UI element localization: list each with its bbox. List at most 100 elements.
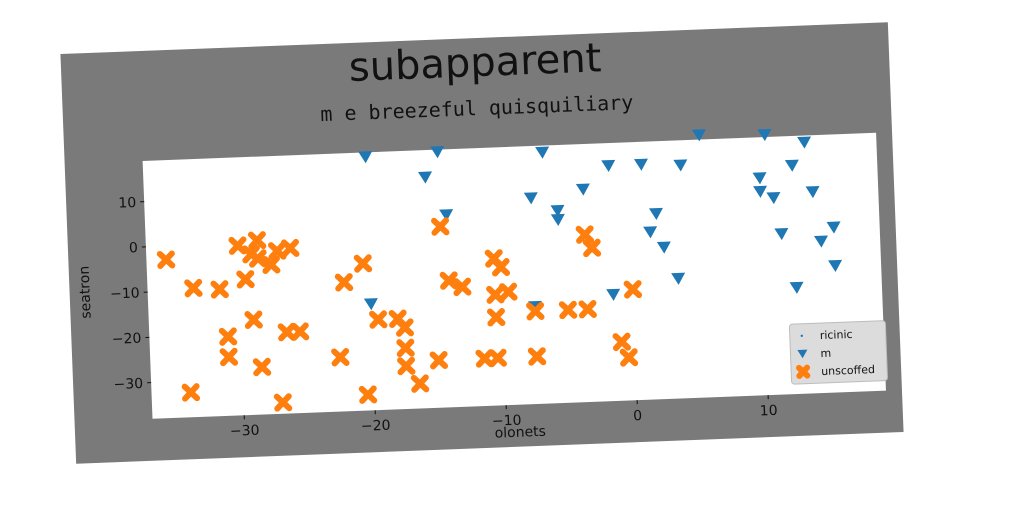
triangle-marker (430, 146, 445, 159)
x-marker (247, 231, 267, 250)
y-tick-label: 0 (129, 240, 139, 256)
triangle-marker (550, 213, 565, 227)
x-marker (273, 393, 293, 412)
x-marker (429, 350, 449, 370)
triangle-marker (784, 159, 799, 172)
triangle-marker (633, 158, 648, 171)
x-marker (396, 338, 415, 358)
triangle-marker (774, 227, 789, 241)
x-tick-label: −20 (361, 418, 391, 435)
axis-ticks: −30 −20 −10 0 10 −30 −20 −10 0 10 (110, 195, 778, 440)
legend-entry-label: unscoffed (821, 363, 875, 378)
triangle-marker (535, 146, 550, 159)
triangle-marker (550, 204, 565, 217)
x-axis-label: olonets (494, 424, 546, 442)
triangle-marker (752, 172, 767, 185)
x-marker (277, 322, 297, 342)
x-marker (397, 356, 416, 376)
x-marker (210, 280, 229, 299)
triangle-marker (797, 349, 808, 359)
plot-area (142, 132, 886, 419)
triangle-marker (606, 288, 621, 301)
scatter-plot: −30 −20 −10 0 10 −30 −20 −10 0 10 olonets seatron… (77, 128, 888, 442)
triangle-marker (671, 272, 686, 285)
x-tick-label: 0 (633, 408, 643, 424)
x-tick-label: 10 (759, 403, 777, 420)
y-tick-label: −20 (112, 331, 142, 348)
x-marker (290, 322, 310, 341)
triangle-marker (648, 207, 663, 221)
x-marker (526, 301, 545, 321)
x-marker (181, 383, 201, 402)
x-marker (575, 225, 595, 244)
data-marks (156, 128, 843, 412)
x-marker (248, 249, 268, 268)
triangle-marker (826, 221, 841, 234)
triangle-marker (439, 209, 454, 222)
triangle-marker (656, 241, 671, 254)
triangle-marker (766, 192, 781, 205)
triangle-marker (691, 129, 706, 142)
triangle-marker (673, 159, 688, 172)
triangle-marker (757, 128, 772, 142)
triangle-marker (797, 136, 812, 149)
x-marker (475, 349, 494, 368)
legend-box (788, 320, 888, 385)
x-marker (331, 347, 350, 367)
x-marker (499, 282, 518, 302)
x-marker (619, 348, 639, 367)
x-marker (453, 277, 472, 297)
legend-entry-label: ricinic (820, 328, 853, 342)
x-marker (261, 255, 281, 274)
triangle-marker (643, 226, 658, 239)
legend: ricinic m unscoffed (788, 320, 888, 385)
x-marker (281, 238, 300, 258)
y-tick-label: −30 (113, 376, 143, 393)
x-marker (527, 347, 547, 366)
x-marker (431, 217, 450, 236)
triangle-marker (601, 159, 616, 173)
x-marker (395, 318, 415, 337)
triangle-marker (418, 171, 433, 184)
x-marker (244, 310, 263, 329)
x-marker (353, 254, 373, 273)
x-marker (439, 271, 459, 290)
x-marker (558, 300, 578, 320)
x-marker (486, 308, 506, 327)
x-marker (228, 236, 247, 255)
x-marker (219, 347, 239, 367)
x-marker (218, 327, 238, 346)
x-marker (252, 357, 272, 377)
triangle-marker (575, 183, 590, 196)
triangle-marker (358, 151, 373, 164)
x-tick-label: −10 (492, 413, 522, 430)
x-marker (578, 299, 597, 319)
x-marker (358, 385, 378, 404)
x-tick-label: −30 (230, 423, 260, 440)
x-marker (488, 348, 507, 368)
x-marker (156, 250, 176, 269)
x-marker (486, 285, 505, 304)
y-tick-label: −10 (110, 285, 140, 302)
x-marker (267, 241, 287, 261)
triangle-marker (753, 185, 768, 198)
triangle-marker (363, 298, 378, 311)
x-marker (410, 374, 430, 393)
legend-entry-label: m (820, 347, 831, 360)
triangle-marker (828, 259, 843, 273)
triangle-marker (523, 192, 538, 205)
y-tick-label: 10 (118, 195, 136, 212)
x-marker (623, 280, 643, 299)
x-marker (236, 270, 255, 289)
x-marker (369, 310, 388, 329)
legend-point-marker (800, 334, 803, 337)
x-marker (582, 238, 602, 258)
y-axis-label: seatron (77, 266, 95, 319)
x-marker (184, 278, 203, 298)
x-marker (491, 258, 511, 277)
triangle-marker (789, 281, 804, 294)
x-marker (796, 364, 811, 379)
figure-card: subapparent m e breezeful quisquiliary −… (60, 22, 904, 464)
x-marker (612, 332, 631, 352)
x-marker (334, 273, 354, 292)
